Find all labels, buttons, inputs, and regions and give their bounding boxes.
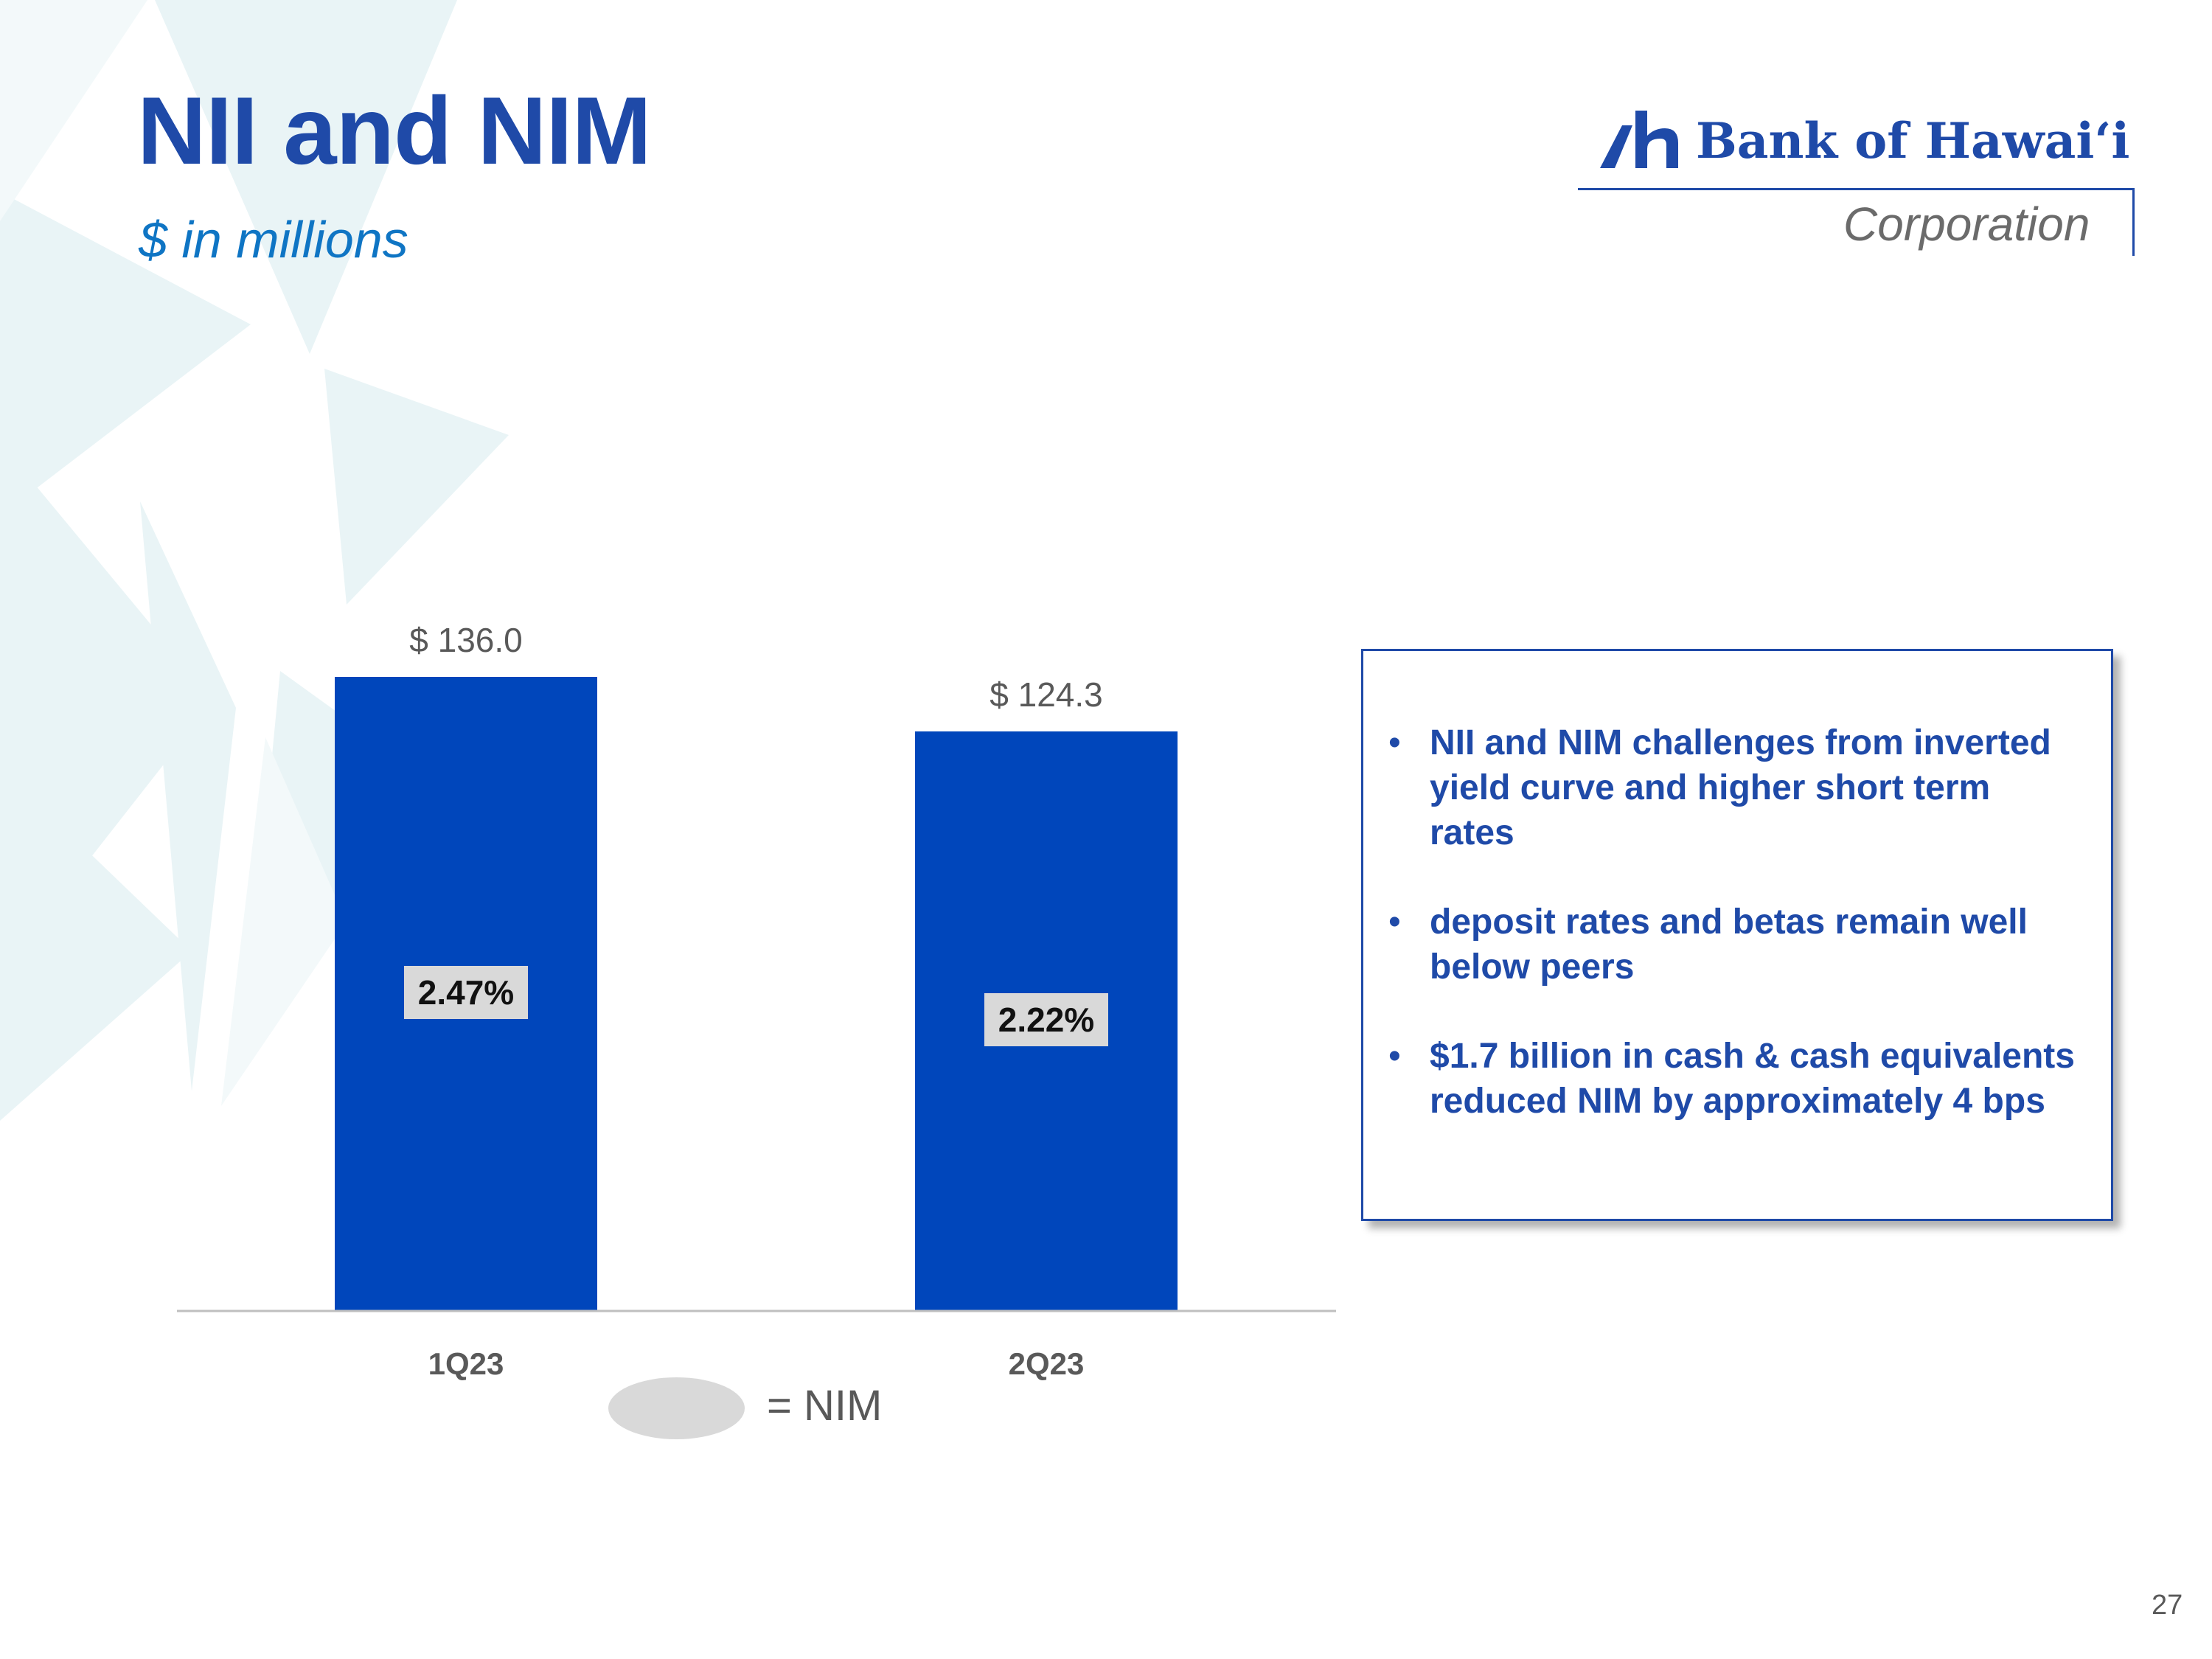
bar-value-label: $ 136.0 [409, 621, 522, 659]
nim-label: 2.47% [418, 973, 514, 1012]
bank-logo: Bank of Hawai‘i Corporation [1571, 103, 2146, 265]
bar-value-label: $ 124.3 [990, 675, 1102, 714]
commentary-text: NII and NIM challenges from inverted yie… [1430, 723, 2051, 852]
nim-legend-label: = NIM [767, 1382, 883, 1430]
nim-label: 2.22% [998, 1001, 1094, 1039]
nim-label-box [984, 993, 1108, 1046]
nim-label-box [404, 966, 528, 1019]
logo-wordmark: Bank of Hawai‘i [1696, 112, 2130, 170]
bullet-marker: • [1388, 723, 1401, 762]
x-axis-tick-label: 2Q23 [1009, 1346, 1085, 1381]
bullet-marker: • [1388, 1037, 1401, 1076]
page-subtitle: $ in millions [139, 211, 408, 268]
commentary-item: • deposit rates and betas remain well be… [1388, 900, 2081, 990]
commentary-text: deposit rates and betas remain well belo… [1430, 902, 2028, 987]
bullet-marker: • [1388, 902, 1401, 942]
nim-legend-swatch [608, 1377, 745, 1439]
commentary-item: • NII and NIM challenges from inverted y… [1388, 720, 2081, 855]
commentary-text: $1.7 billion in cash & cash equivalents … [1430, 1037, 2075, 1121]
commentary-box: • NII and NIM challenges from inverted y… [1361, 649, 2113, 1221]
logo-rule-vertical [2132, 188, 2135, 256]
page-title: NII and NIM [137, 77, 652, 184]
logo-subtitle: Corporation [1843, 198, 2090, 251]
bank-of-hawaii-logo-icon [1600, 111, 1678, 168]
page-number: 27 [2152, 1590, 2183, 1621]
logo-rule-horizontal [1578, 188, 2135, 190]
x-axis-tick-label: 1Q23 [428, 1346, 504, 1381]
commentary-item: • $1.7 billion in cash & cash equivalent… [1388, 1034, 2081, 1124]
commentary-list: • NII and NIM challenges from inverted y… [1363, 651, 2111, 1124]
